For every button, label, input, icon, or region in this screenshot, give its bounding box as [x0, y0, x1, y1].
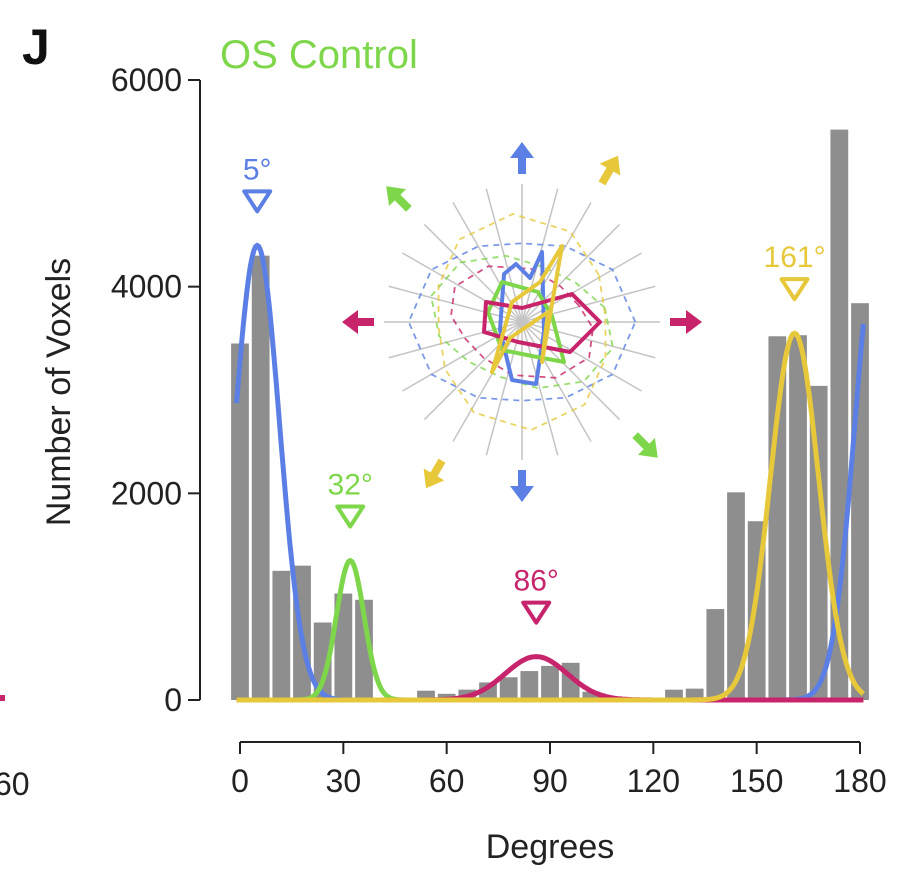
x-tick-label: 30 — [326, 763, 362, 799]
histogram-bar — [706, 609, 725, 700]
chart-axes: 0 2000 4000 6000 0 30 60 90 120 150 180 — [111, 62, 887, 799]
peak-markers: 5° 32° 86° 161° — [242, 153, 826, 625]
y-tick-label: 4000 — [111, 269, 182, 305]
fit-curve-4 — [235, 330, 865, 703]
histogram-bar — [789, 335, 807, 700]
x-tick-label: 90 — [532, 763, 568, 799]
direction-arrow-icon — [632, 432, 658, 458]
histogram-bar — [231, 343, 249, 700]
histogram-bar — [665, 689, 683, 700]
direction-arrow-icon — [342, 310, 374, 334]
direction-arrow-icon — [510, 470, 534, 502]
left-edge-magenta-fragment — [0, 695, 5, 701]
histogram-bar — [830, 129, 849, 701]
peak-label-2: 32° — [328, 469, 373, 502]
x-tick-label: 180 — [833, 763, 886, 799]
peak-label-3: 86° — [514, 565, 559, 598]
polar-tuning-polygon — [486, 280, 566, 364]
histogram-bar — [727, 492, 745, 700]
direction-arrow-icon — [598, 155, 621, 186]
histogram-bar — [417, 690, 435, 700]
peak-triangle-4 — [779, 277, 810, 302]
direction-arrow-icon — [386, 186, 412, 212]
y-tick-label: 6000 — [111, 62, 182, 98]
histogram-bar — [541, 665, 559, 700]
x-tick-label: 150 — [730, 763, 783, 799]
peak-label-4: 161° — [764, 241, 826, 274]
polar-dashed-ring — [430, 254, 614, 390]
histogram-bar — [499, 677, 518, 700]
x-tick-label: 0 — [231, 763, 249, 799]
panel-letter: J — [22, 19, 50, 75]
polar-tuning-polygon — [490, 244, 564, 374]
peak-triangle-3 — [521, 600, 552, 625]
chart-title: OS Control — [220, 33, 418, 77]
y-axis-label: Number of Voxels — [40, 258, 78, 526]
peak-triangle-2 — [335, 504, 366, 529]
left-edge-tick-fragment: 60 — [0, 766, 30, 802]
histogram-bar — [313, 622, 332, 700]
histogram-bar — [334, 593, 353, 700]
histogram-bar — [251, 255, 270, 700]
peak-label-1: 5° — [243, 153, 272, 186]
x-tick-label: 120 — [627, 763, 680, 799]
y-tick-label: 2000 — [111, 475, 182, 511]
direction-polar-inset — [342, 142, 702, 502]
histogram-bar — [582, 691, 601, 700]
polar-dashed-ring — [437, 213, 607, 431]
histogram-bar — [520, 671, 539, 700]
gaussian-fit-curves — [234, 242, 866, 703]
direction-arrow-icon — [423, 458, 446, 489]
histogram-bar — [685, 688, 704, 700]
direction-arrow-icon — [510, 142, 534, 174]
histogram-bar — [809, 385, 828, 700]
histogram-bar — [272, 570, 291, 700]
x-tick-label: 60 — [429, 763, 465, 799]
polar-dashed-ring — [450, 265, 594, 379]
peak-triangle-1 — [242, 189, 273, 214]
polar-spoke — [388, 285, 656, 359]
y-tick-label: 0 — [164, 682, 182, 718]
histogram-bar — [768, 336, 787, 700]
polar-tuning-polygon — [482, 292, 602, 354]
x-axis-label: Degrees — [486, 828, 615, 866]
histogram-bar — [355, 599, 373, 700]
direction-arrow-icon — [670, 310, 702, 334]
